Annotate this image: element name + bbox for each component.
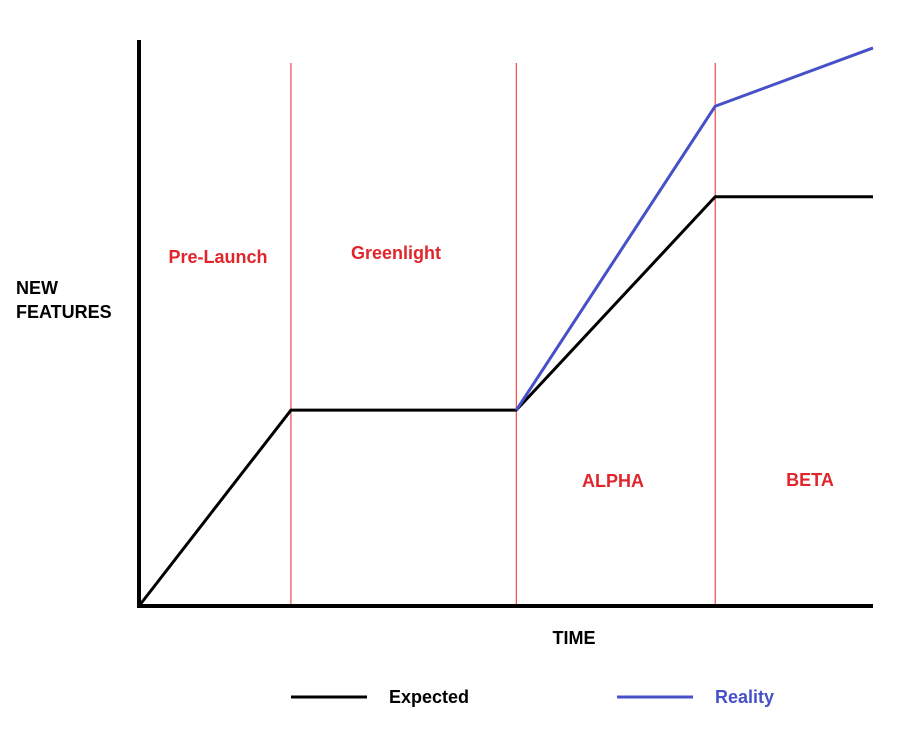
legend-label: Reality (715, 687, 774, 707)
phase-label: Greenlight (351, 243, 441, 263)
phase-label: BETA (786, 470, 834, 490)
y-axis-label: NEW FEATURES (16, 278, 112, 322)
x-axis-label: TIME (553, 628, 596, 648)
phase-label: Pre-Launch (168, 247, 267, 267)
phase-label: ALPHA (582, 471, 644, 491)
legend-label: Expected (389, 687, 469, 707)
series-line (515, 46, 874, 411)
